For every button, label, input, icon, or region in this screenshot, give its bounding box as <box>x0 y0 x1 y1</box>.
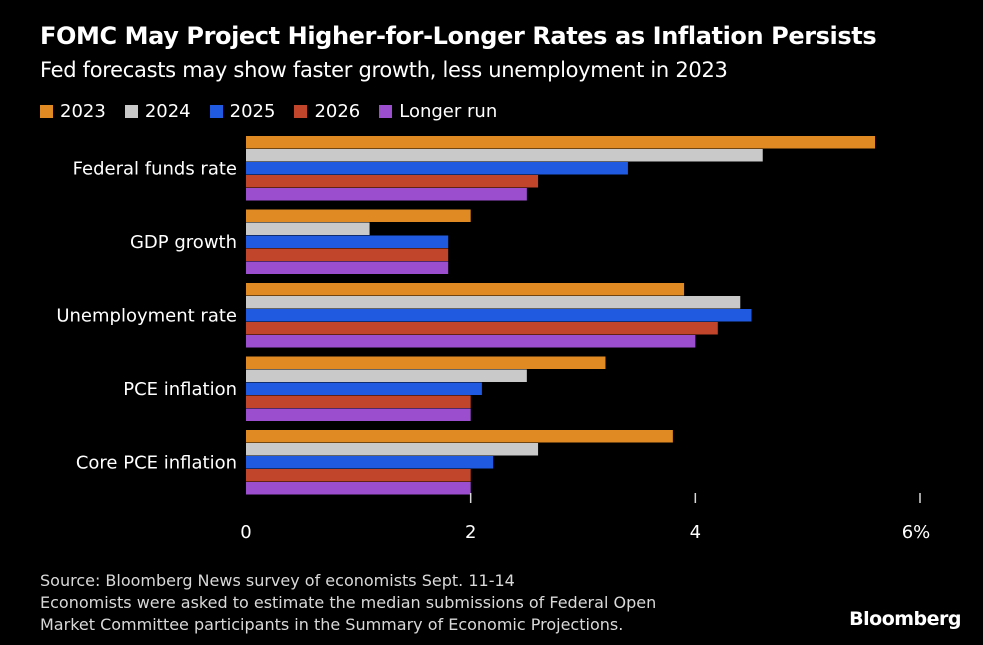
bar-gdp-growth-2024 <box>246 222 370 235</box>
x-tick-label-4: 4 <box>690 522 701 543</box>
chart-title: FOMC May Project Higher-for-Longer Rates… <box>40 22 877 50</box>
bar-federal-funds-rate-2025 <box>246 162 628 175</box>
legend-label-2024: 2024 <box>144 101 191 122</box>
legend-label-2025: 2025 <box>229 101 276 122</box>
category-label-gdp-growth: GDP growth <box>130 232 237 253</box>
x-tick-label-2: 2 <box>465 522 476 543</box>
bar-pce-inflation-2025 <box>246 382 482 395</box>
category-label-core-pce-inflation: Core PCE inflation <box>76 453 237 474</box>
bar-core-pce-inflation-2024 <box>246 443 539 456</box>
legend-swatch-2026 <box>294 105 308 118</box>
bar-gdp-growth-2026 <box>246 248 449 261</box>
source-line-3: Market Committee participants in the Sum… <box>40 615 624 634</box>
legend-label-longer-run: Longer run <box>399 101 498 122</box>
legend: 2023 2024 2025 2026 Longer run <box>40 101 516 122</box>
category-label-unemployment-rate: Unemployment rate <box>56 306 237 327</box>
bar-gdp-growth-longer-run <box>246 261 449 274</box>
source-note: Source: Bloomberg News survey of economi… <box>40 570 656 636</box>
chart-subtitle: Fed forecasts may show faster growth, le… <box>40 58 728 82</box>
x-tick-label-6: 6% <box>902 522 931 543</box>
legend-swatch-2023 <box>40 105 53 118</box>
bar-core-pce-inflation-longer-run <box>246 482 471 495</box>
legend-swatch-2025 <box>209 105 223 118</box>
category-label-pce-inflation: PCE inflation <box>123 379 237 400</box>
legend-swatch-longer-run <box>379 105 393 118</box>
bar-unemployment-rate-2025 <box>246 309 752 322</box>
bar-pce-inflation-2024 <box>246 369 527 382</box>
bar-chart: Federal funds rate GDP growth Unemployment… <box>56 136 931 543</box>
bar-federal-funds-rate-2024 <box>246 149 763 162</box>
bar-core-pce-inflation-2025 <box>246 456 494 469</box>
bar-gdp-growth-2025 <box>246 235 449 248</box>
bar-pce-inflation-2023 <box>246 356 606 369</box>
bar-unemployment-rate-2024 <box>246 296 741 309</box>
bar-unemployment-rate-2023 <box>246 283 685 296</box>
legend-item-2025: 2025 <box>209 101 276 122</box>
bar-pce-inflation-2026 <box>246 395 471 408</box>
legend-item-2023: 2023 <box>40 101 106 122</box>
bar-federal-funds-rate-2023 <box>246 136 876 149</box>
bar-core-pce-inflation-2026 <box>246 469 471 482</box>
category-label-federal-funds-rate: Federal funds rate <box>73 159 237 180</box>
source-line-2: Economists were asked to estimate the me… <box>40 593 657 612</box>
legend-item-2024: 2024 <box>124 101 191 122</box>
source-line-1: Source: Bloomberg News survey of economi… <box>40 571 515 590</box>
bar-core-pce-inflation-2023 <box>246 430 673 443</box>
legend-label-2023: 2023 <box>60 101 106 122</box>
legend-label-2026: 2026 <box>314 101 361 122</box>
bar-pce-inflation-longer-run <box>246 408 471 421</box>
x-tick-label-0: 0 <box>240 522 251 543</box>
bar-gdp-growth-2023 <box>246 209 471 222</box>
legend-item-longer-run: Longer run <box>379 101 497 122</box>
bar-unemployment-rate-2026 <box>246 322 718 335</box>
legend-item-2026: 2026 <box>294 101 360 122</box>
legend-swatch-2024 <box>124 105 138 118</box>
bar-federal-funds-rate-longer-run <box>246 188 527 201</box>
bar-unemployment-rate-longer-run <box>246 335 696 348</box>
bar-federal-funds-rate-2026 <box>246 175 539 188</box>
bloomberg-logo: Bloomberg <box>849 608 961 630</box>
